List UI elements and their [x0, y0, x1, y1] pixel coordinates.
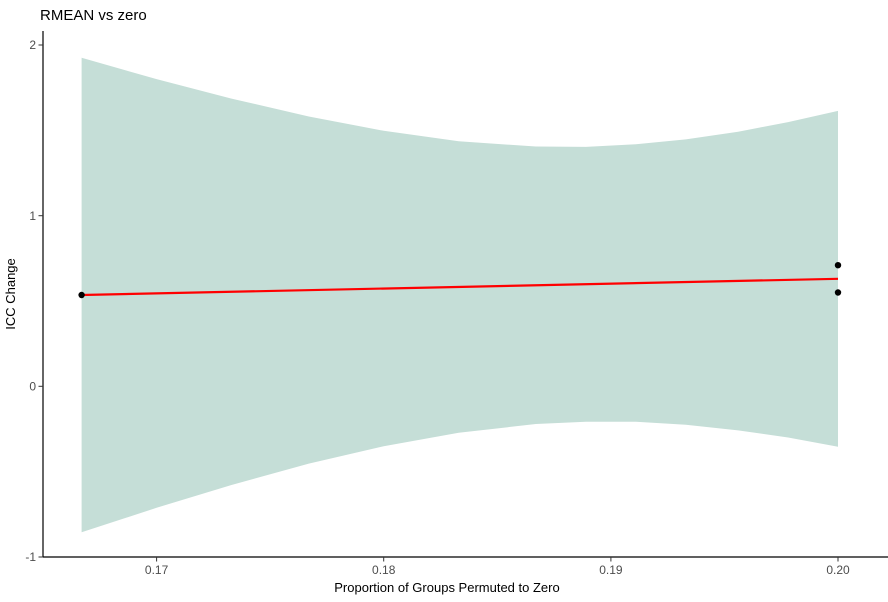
- y-tick-label: -1: [25, 550, 36, 564]
- y-tick-label: 2: [29, 38, 36, 52]
- regression-line: [81, 277, 839, 297]
- x-tick-label: 0.19: [599, 563, 623, 577]
- plot-panel: [78, 57, 842, 533]
- x-axis-ticks: 0.17 0.18 0.19 0.20: [145, 557, 850, 577]
- data-point: [834, 262, 842, 269]
- chart-title: RMEAN vs zero: [40, 7, 147, 24]
- y-tick-label: 1: [29, 209, 36, 223]
- x-axis-label: Proportion of Groups Permuted to Zero: [334, 580, 559, 595]
- y-axis-label: ICC Change: [3, 258, 18, 330]
- x-tick-label: 0.18: [372, 563, 396, 577]
- confidence-band: [81, 57, 839, 533]
- data-point: [834, 289, 842, 296]
- x-tick-label: 0.20: [826, 563, 850, 577]
- data-point: [78, 291, 85, 299]
- y-axis-ticks: 2 1 0 -1: [25, 38, 43, 564]
- y-tick-label: 0: [29, 380, 36, 394]
- x-tick-label: 0.17: [145, 563, 169, 577]
